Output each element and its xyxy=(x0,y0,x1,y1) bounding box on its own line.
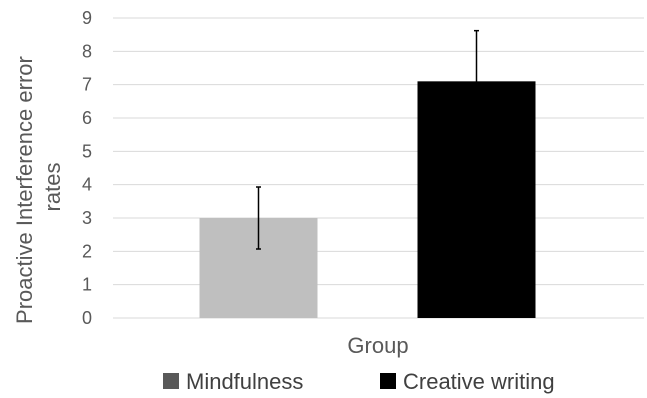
y-tick-label-2: 2 xyxy=(82,241,92,261)
y-tick-label-4: 4 xyxy=(82,175,92,195)
y-axis-title-line-1: Proactive Interference error xyxy=(12,56,37,324)
error-bars xyxy=(256,29,479,250)
y-tick-label-6: 6 xyxy=(82,108,92,128)
y-axis-title-line-2: rates xyxy=(40,163,65,212)
y-tick-label-3: 3 xyxy=(82,208,92,228)
y-tick-label-9: 9 xyxy=(82,8,92,28)
y-tick-label-1: 1 xyxy=(82,275,92,295)
legend-label-creative-writing: Creative writing xyxy=(403,369,555,394)
y-tick-label-5: 5 xyxy=(82,141,92,161)
legend-swatch-mindfulness xyxy=(163,373,179,389)
legend: Mindfulness Creative writing xyxy=(163,369,555,394)
y-tick-label-0: 0 xyxy=(82,308,92,328)
y-axis-title: Proactive Interference error rates xyxy=(12,50,65,324)
bars xyxy=(199,81,536,318)
y-axis-ticks: 0 1 2 3 4 5 6 7 8 9 xyxy=(82,8,92,328)
y-tick-label-8: 8 xyxy=(82,41,92,61)
legend-swatch-creative-writing xyxy=(380,373,396,389)
error-bar-mindfulness xyxy=(256,186,261,250)
y-tick-label-7: 7 xyxy=(82,75,92,95)
error-bar-creative-writing xyxy=(474,29,479,133)
x-axis-title: Group xyxy=(347,333,408,358)
legend-label-mindfulness: Mindfulness xyxy=(186,369,303,394)
gridlines xyxy=(113,17,644,319)
